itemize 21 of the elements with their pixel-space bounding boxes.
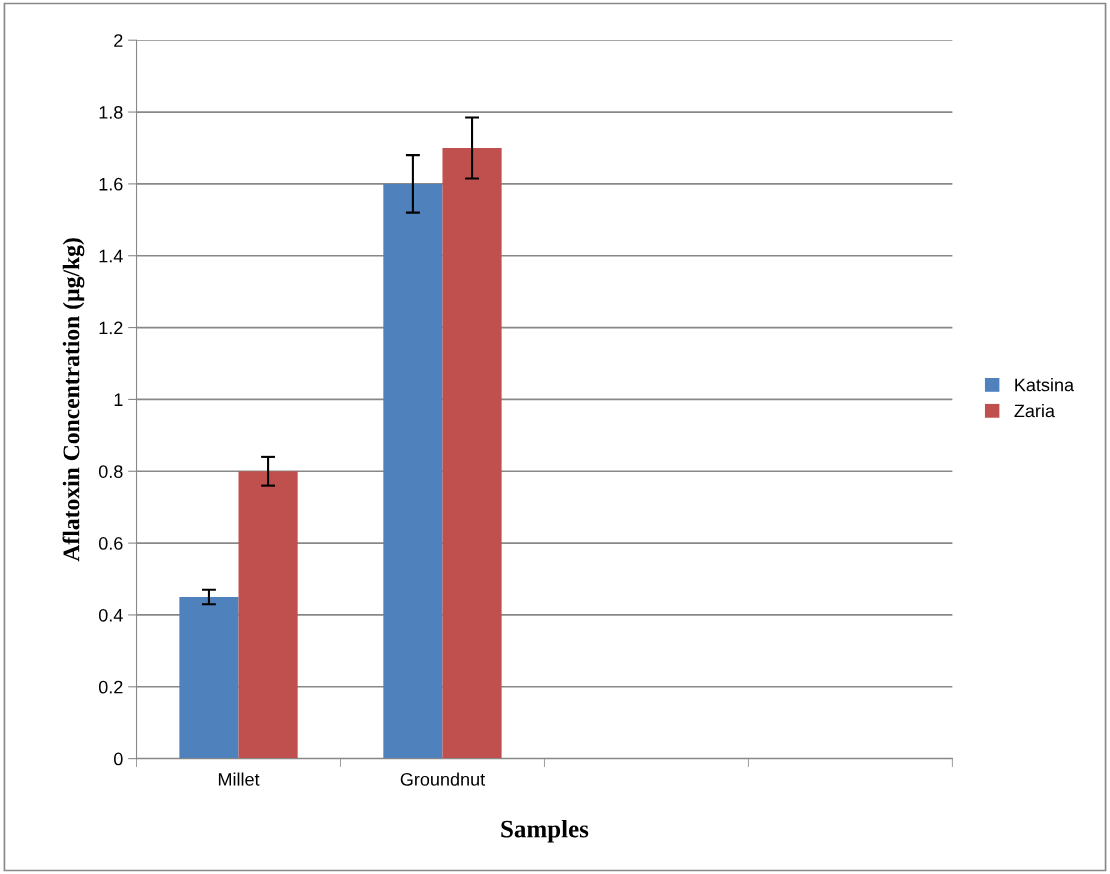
- y-tick-label: 0.4: [98, 608, 123, 622]
- y-tick-label: 1.4: [99, 249, 123, 263]
- y-axis-title: Aflatoxin Concentration (µg/kg): [62, 238, 85, 562]
- x-axis-title: Samples: [501, 819, 589, 843]
- y-tick-label: 1.2: [99, 321, 123, 335]
- y-tick-label: 0: [114, 752, 123, 766]
- x-tick-label: Millet: [218, 772, 260, 786]
- legend-label: Zaria: [1014, 404, 1055, 418]
- bar: [238, 471, 298, 759]
- y-tick-label: 0.2: [98, 680, 123, 694]
- y-tick-label: 0.6: [98, 537, 123, 550]
- y-tick-label: 1.6: [99, 177, 123, 191]
- bar: [442, 147, 502, 759]
- y-tick-label: 2: [114, 34, 123, 47]
- y-tick-label: 1: [114, 393, 123, 406]
- y-tick-label: 1.8: [99, 105, 123, 119]
- y-tick-label: 0.8: [98, 465, 123, 478]
- legend-label: Katsina: [1015, 378, 1075, 392]
- bar: [179, 596, 239, 759]
- bar: [383, 183, 443, 759]
- x-tick-label: Groundnut: [400, 772, 486, 786]
